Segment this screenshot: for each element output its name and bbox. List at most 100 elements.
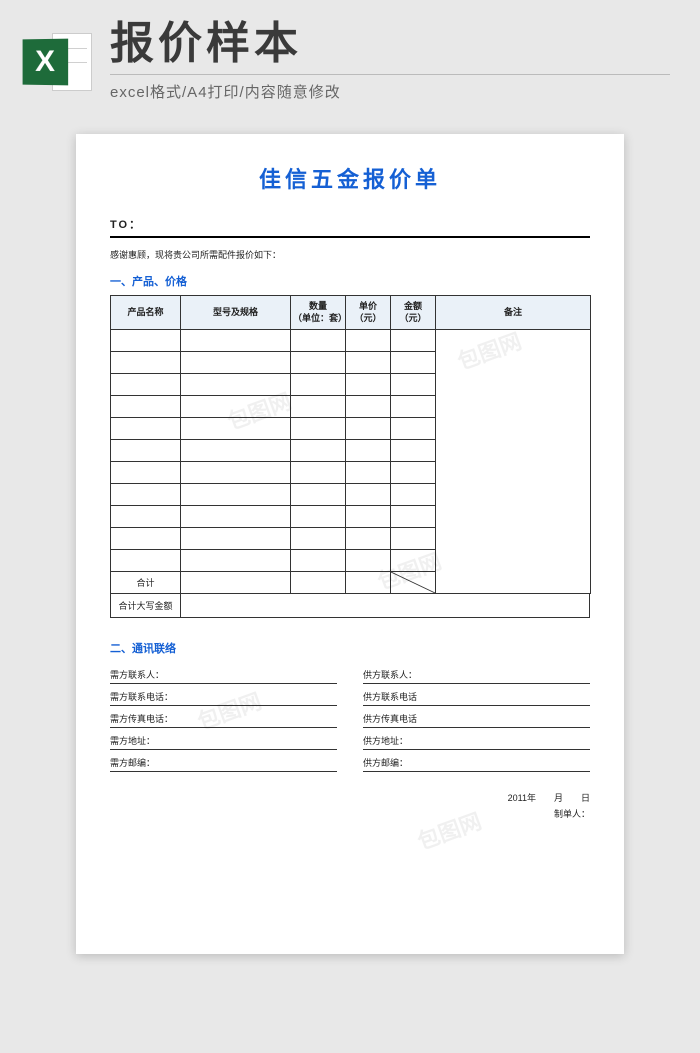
table-cell <box>346 374 391 396</box>
table-cell <box>111 550 181 572</box>
section1-heading: 一、产品、价格 <box>110 273 590 289</box>
table-header-row: 产品名称 型号及规格 数量 （单位：套） 单价 （元） 金额 （元） 备注 <box>111 296 591 330</box>
table-cell <box>111 462 181 484</box>
table-cell <box>181 418 291 440</box>
quote-table: 产品名称 型号及规格 数量 （单位：套） 单价 （元） 金额 （元） 备注 合计 <box>110 295 591 594</box>
table-cell <box>181 506 291 528</box>
contact-label: 需方联系人： <box>110 668 164 681</box>
contact-row-left: 需方联系电话： <box>110 684 337 706</box>
amount-words-row: 合计大写金额 <box>110 594 590 618</box>
contact-grid: 需方联系人： 供方联系人： 需方联系电话： 供方联系电话需方传真电话： 供方传真电话需方… <box>110 662 590 772</box>
contact-row-left: 需方传真电话： <box>110 706 337 728</box>
intro-text: 感谢惠顾，现将贵公司所需配件报价如下： <box>110 248 590 261</box>
table-row <box>111 330 591 352</box>
contact-label: 供方联系电话 <box>363 690 417 703</box>
col-price: 单价 （元） <box>346 296 391 330</box>
table-cell <box>181 352 291 374</box>
table-cell <box>111 528 181 550</box>
table-cell <box>346 506 391 528</box>
table-cell <box>391 528 436 550</box>
contact-label: 需方传真电话： <box>110 712 173 725</box>
table-cell <box>291 462 346 484</box>
table-cell <box>111 396 181 418</box>
table-cell <box>291 550 346 572</box>
contact-row-right: 供方传真电话 <box>363 706 590 728</box>
table-cell <box>346 418 391 440</box>
table-cell <box>111 418 181 440</box>
table-cell <box>391 484 436 506</box>
table-cell <box>181 330 291 352</box>
table-cell <box>181 462 291 484</box>
template-header: X 报价样本 excel格式/A4打印/内容随意修改 <box>0 0 700 116</box>
table-cell <box>181 572 291 594</box>
total-label: 合计 <box>111 572 181 594</box>
table-cell <box>391 462 436 484</box>
document-page: 佳信五金报价单 TO： 感谢惠顾，现将贵公司所需配件报价如下： 一、产品、价格 … <box>76 134 624 954</box>
table-cell <box>346 462 391 484</box>
col-product: 产品名称 <box>111 296 181 330</box>
contact-row-right: 供方联系人： <box>363 662 590 684</box>
table-cell <box>391 418 436 440</box>
contact-row-left: 需方联系人： <box>110 662 337 684</box>
table-cell <box>291 572 346 594</box>
table-cell <box>346 572 391 594</box>
table-cell <box>181 550 291 572</box>
table-cell <box>291 396 346 418</box>
table-cell <box>391 374 436 396</box>
contact-label: 供方联系人： <box>363 668 417 681</box>
table-cell <box>291 506 346 528</box>
table-cell <box>391 352 436 374</box>
table-cell <box>291 374 346 396</box>
table-cell <box>111 484 181 506</box>
contact-label: 供方传真电话 <box>363 712 417 725</box>
table-cell <box>291 418 346 440</box>
col-qty: 数量 （单位：套） <box>291 296 346 330</box>
excel-icon: X <box>22 27 92 97</box>
table-cell <box>346 484 391 506</box>
header-text-block: 报价样本 excel格式/A4打印/内容随意修改 <box>110 22 670 102</box>
table-cell <box>346 330 391 352</box>
header-title: 报价样本 <box>110 22 670 66</box>
section2-heading: 二、通讯联络 <box>110 640 590 656</box>
table-cell <box>111 440 181 462</box>
table-cell <box>111 374 181 396</box>
to-label: TO： <box>110 216 590 238</box>
contact-row-left: 需方地址： <box>110 728 337 750</box>
date-line: 2011年 月 日 <box>110 790 590 806</box>
table-cell <box>291 330 346 352</box>
table-cell <box>181 374 291 396</box>
table-cell <box>391 330 436 352</box>
table-cell <box>291 484 346 506</box>
col-remark: 备注 <box>436 296 591 330</box>
table-cell <box>346 352 391 374</box>
table-cell <box>346 396 391 418</box>
table-cell <box>111 352 181 374</box>
contact-row-right: 供方地址： <box>363 728 590 750</box>
contact-row-left: 需方邮编： <box>110 750 337 772</box>
table-cell <box>181 528 291 550</box>
table-cell <box>391 506 436 528</box>
col-model: 型号及规格 <box>181 296 291 330</box>
document-footer: 2011年 月 日 制单人： <box>110 790 590 822</box>
table-cell <box>181 484 291 506</box>
table-cell <box>391 440 436 462</box>
table-cell <box>291 440 346 462</box>
preparer-label: 制单人： <box>110 806 590 822</box>
amount-words-label: 合计大写金额 <box>111 594 181 617</box>
contact-label: 需方地址： <box>110 734 155 747</box>
document-title: 佳信五金报价单 <box>110 162 590 194</box>
table-cell <box>291 528 346 550</box>
table-cell <box>111 330 181 352</box>
contact-label: 供方邮编： <box>363 756 408 769</box>
col-amount: 金额 （元） <box>391 296 436 330</box>
contact-label: 需方邮编： <box>110 756 155 769</box>
diagonal-cell <box>391 572 436 594</box>
header-subtitle: excel格式/A4打印/内容随意修改 <box>110 74 670 102</box>
table-cell <box>181 396 291 418</box>
table-cell <box>346 440 391 462</box>
table-cell <box>291 352 346 374</box>
table-cell <box>181 440 291 462</box>
table-cell <box>346 528 391 550</box>
contact-label: 需方联系电话： <box>110 690 173 703</box>
table-cell <box>111 506 181 528</box>
